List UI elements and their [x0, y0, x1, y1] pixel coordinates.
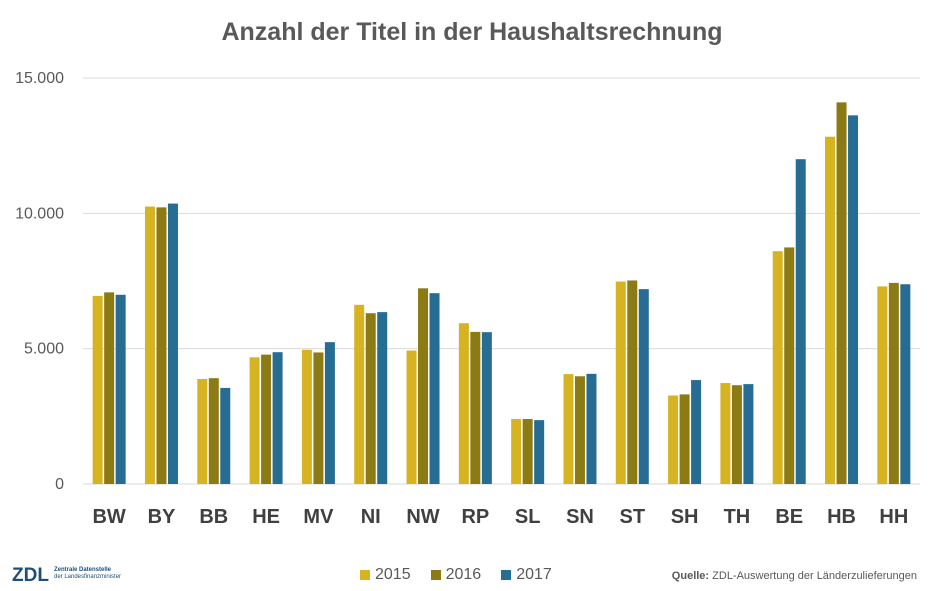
bar-SN-2016 [574, 376, 585, 484]
x-tick-label: SL [515, 506, 541, 528]
zdl-logo-line1: Zentrale Datenstelle [54, 567, 112, 573]
y-tick-label: 10.000 [15, 205, 64, 222]
bar-NI-2017 [377, 312, 388, 484]
x-tick-label: BW [92, 506, 125, 528]
source-note: Quelle: ZDL-Auswertung der Länderzuliefe… [672, 570, 917, 582]
x-tick-label: MV [303, 506, 334, 528]
bar-HH-2015 [877, 286, 888, 484]
x-tick-label: HH [879, 506, 908, 528]
legend-swatch-2016 [430, 570, 441, 580]
legend-item-2016: 2016 [430, 566, 482, 584]
bar-MV-2017 [324, 342, 335, 484]
bar-TH-2017 [743, 384, 754, 484]
x-tick-label: BE [775, 506, 803, 528]
bar-RP-2015 [458, 323, 469, 484]
bar-BE-2017 [795, 159, 806, 484]
zdl-logo-line2: der Landesfinanzminister [54, 574, 122, 580]
bar-HB-2016 [836, 102, 847, 485]
bar-SN-2017 [586, 373, 597, 484]
bar-BY-2017 [167, 203, 178, 484]
zdl-logo: ZDL Zentrale Datenstelle der Landesfinan… [12, 562, 162, 586]
y-tick-label: 0 [55, 476, 64, 493]
x-tick-label: NI [361, 506, 381, 528]
bar-NI-2016 [365, 313, 376, 484]
bar-BE-2016 [784, 247, 795, 484]
zdl-logo-text: Zentrale Datenstelle der Landesfinanzmin… [54, 567, 121, 581]
bar-BB-2017 [220, 387, 231, 484]
x-tick-label: ST [620, 506, 646, 528]
chart-legend: 2015 2016 2017 [360, 565, 552, 585]
legend-swatch-2015 [360, 570, 370, 580]
bar-SL-2016 [522, 419, 533, 484]
bar-ST-2015 [615, 281, 626, 484]
x-tick-label: BY [148, 506, 176, 528]
bar-HB-2017 [848, 115, 859, 485]
x-tick-label: HB [827, 506, 856, 528]
zdl-logo-mark: ZDL [12, 565, 49, 584]
x-tick-label: TH [724, 506, 751, 528]
bar-BW-2016 [104, 292, 115, 484]
bar-RP-2017 [481, 332, 492, 484]
chart-title: Anzahl der Titel in der Haushaltsrechnun… [221, 18, 723, 46]
legend-label-2016: 2016 [445, 566, 482, 583]
bar-chart: 0 5.000 10.000 15.000 BW BY BB HE MV NI NW RP SL SN ST… [15, 70, 920, 528]
bar-SN-2015 [563, 374, 574, 484]
bar-SL-2017 [534, 420, 545, 484]
bar-MV-2015 [301, 349, 312, 484]
bar-SH-2015 [668, 395, 679, 484]
y-tick-label: 5.000 [24, 341, 64, 358]
x-tick-label: RP [461, 506, 489, 528]
bar-RP-2016 [470, 331, 481, 484]
bar-NI-2015 [354, 304, 365, 484]
bar-HE-2017 [272, 352, 283, 484]
bar-MV-2016 [313, 352, 324, 484]
bar-SH-2017 [691, 380, 702, 484]
x-tick-label: HE [252, 506, 280, 528]
x-tick-label: SH [671, 506, 699, 528]
x-tick-label: BB [199, 506, 228, 528]
bar-SH-2016 [679, 394, 690, 484]
bar-BY-2016 [156, 207, 167, 484]
bar-TH-2016 [731, 385, 742, 484]
bar-HB-2015 [825, 136, 836, 484]
bar-BY-2015 [144, 206, 155, 485]
source-text: ZDL-Auswertung der Länderzulieferungen [709, 570, 917, 582]
zdl-logo-letters: ZDL [12, 565, 49, 584]
bar-BB-2015 [197, 378, 208, 484]
legend-label-2015: 2015 [375, 566, 411, 583]
x-tick-label: NW [406, 506, 439, 528]
bar-ST-2016 [627, 280, 638, 484]
x-tick-label: SN [566, 506, 594, 528]
legend-label-2017: 2017 [516, 566, 552, 583]
bar-HH-2017 [900, 284, 911, 484]
bar-NW-2015 [406, 350, 417, 484]
bar-BB-2016 [208, 378, 219, 484]
bar-HE-2015 [249, 357, 260, 484]
bar-TH-2015 [720, 383, 731, 484]
legend-item-2015: 2015 [360, 566, 411, 584]
legend-swatch-2017 [501, 570, 512, 580]
bar-BE-2015 [772, 251, 783, 484]
bar-SL-2015 [511, 419, 522, 484]
bar-BW-2015 [92, 295, 103, 484]
bar-NW-2016 [418, 288, 429, 484]
y-tick-label: 15.000 [15, 70, 64, 87]
bar-ST-2017 [638, 289, 649, 484]
bar-HE-2016 [261, 354, 272, 484]
bar-BW-2017 [115, 294, 126, 484]
legend-item-2017: 2017 [501, 566, 552, 584]
bar-HH-2016 [888, 282, 899, 484]
bar-NW-2017 [429, 293, 440, 484]
source-label: Quelle: [671, 570, 710, 582]
